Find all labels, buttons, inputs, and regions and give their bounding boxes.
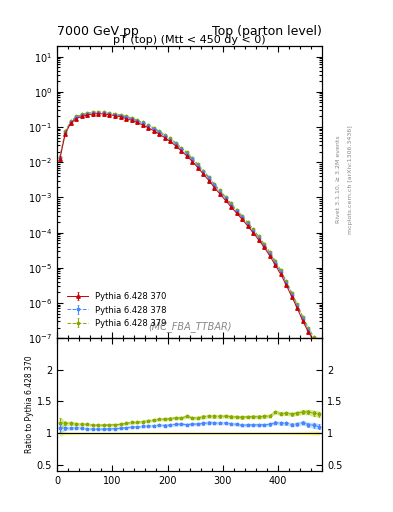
Legend: Pythia 6.428 370, Pythia 6.428 378, Pythia 6.428 379: Pythia 6.428 370, Pythia 6.428 378, Pyth…: [64, 289, 169, 331]
Text: (MC_FBA_TTBAR): (MC_FBA_TTBAR): [148, 322, 231, 332]
Text: mcplots.cern.ch [arXiv:1306.3436]: mcplots.cern.ch [arXiv:1306.3436]: [348, 125, 353, 233]
Title: pT (top) (Mtt < 450 dy < 0): pT (top) (Mtt < 450 dy < 0): [113, 35, 266, 45]
Text: 7000 GeV pp: 7000 GeV pp: [57, 26, 139, 38]
Text: Rivet 3.1.10, ≥ 3.2M events: Rivet 3.1.10, ≥ 3.2M events: [336, 135, 341, 223]
Text: Top (parton level): Top (parton level): [212, 26, 322, 38]
Y-axis label: Ratio to Pythia 6.428 370: Ratio to Pythia 6.428 370: [25, 356, 34, 454]
